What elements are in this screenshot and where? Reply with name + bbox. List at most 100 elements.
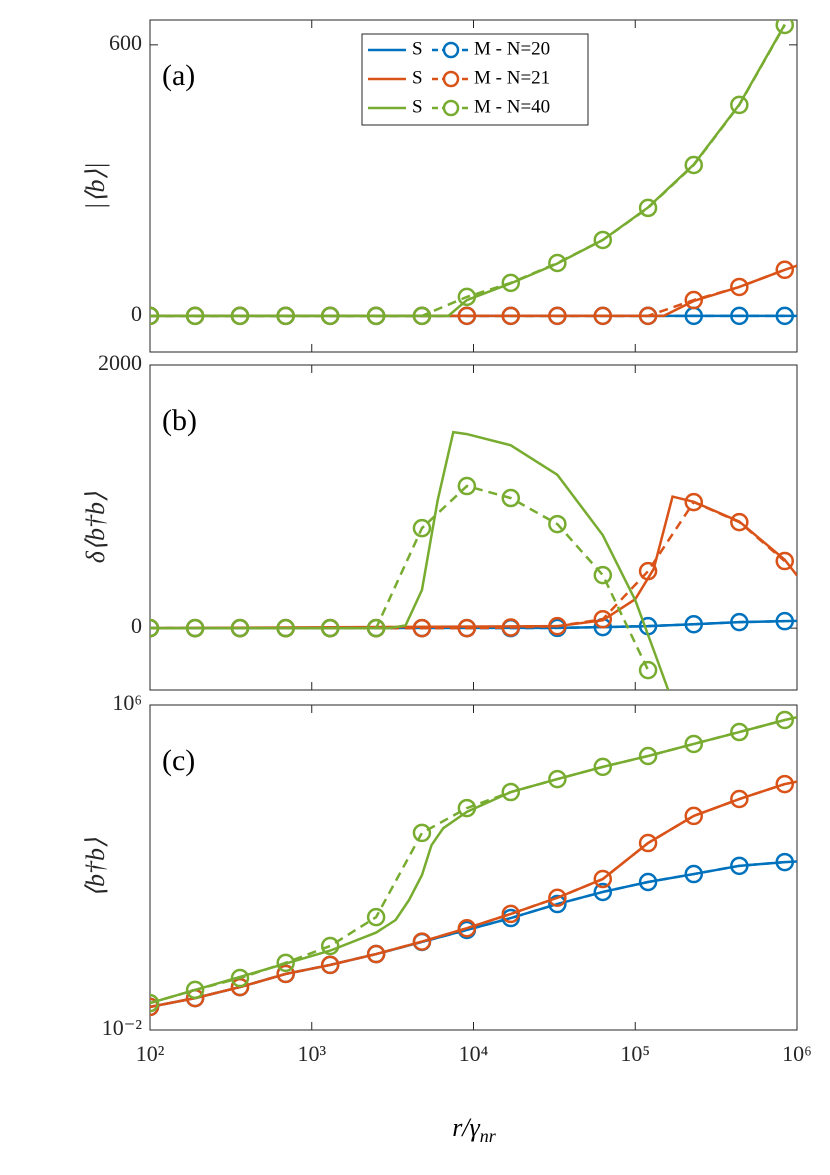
legend-label: M - N=20	[474, 38, 550, 59]
marker	[775, 260, 795, 280]
legend-label: M - N=40	[474, 96, 550, 117]
marker	[775, 551, 795, 571]
marker	[638, 746, 658, 766]
marker	[412, 823, 432, 843]
marker	[501, 488, 521, 508]
x-tick-label: 10³	[297, 1041, 326, 1066]
marker	[457, 918, 477, 938]
marker	[775, 852, 795, 872]
marker	[730, 612, 749, 632]
x-label-base: r/γ	[452, 1113, 480, 1142]
y-axis-label: ⟨b†b⟩	[81, 838, 110, 897]
marker	[684, 290, 704, 310]
series-line	[150, 23, 786, 318]
marker	[730, 277, 749, 297]
marker	[366, 306, 386, 326]
marker	[150, 306, 160, 326]
marker	[276, 964, 295, 984]
plot-area	[150, 430, 797, 690]
marker	[457, 306, 477, 326]
marker	[320, 618, 340, 638]
marker	[775, 774, 795, 794]
x-tick-label: 10⁴	[459, 1041, 489, 1066]
marker	[775, 20, 794, 35]
marker	[366, 907, 386, 927]
x-label-sub: nr	[480, 1126, 497, 1146]
marker	[412, 618, 432, 638]
marker	[684, 806, 704, 826]
marker	[185, 618, 205, 638]
marker	[684, 155, 704, 175]
plot-area	[150, 710, 797, 1017]
marker	[684, 614, 704, 634]
y-tick-label: 0	[131, 613, 142, 638]
marker	[548, 616, 567, 636]
marker	[638, 660, 658, 680]
y-tick-label: 2000	[98, 350, 142, 375]
series-line	[150, 716, 797, 1005]
marker	[638, 306, 658, 326]
marker	[775, 611, 795, 631]
marker	[593, 306, 613, 326]
marker	[548, 894, 567, 914]
marker	[775, 710, 795, 730]
marker	[548, 888, 567, 908]
marker	[593, 882, 613, 902]
marker	[501, 618, 521, 637]
marker	[276, 618, 295, 638]
marker	[150, 993, 160, 1013]
marker	[730, 512, 749, 532]
marker	[775, 306, 795, 326]
marker	[730, 306, 749, 326]
panel-label: (a)	[162, 59, 195, 92]
legend-label: M - N=21	[474, 67, 550, 88]
marker	[320, 306, 340, 326]
marker	[366, 618, 386, 638]
marker	[276, 306, 295, 326]
marker	[501, 782, 521, 802]
marker	[230, 306, 250, 326]
marker	[730, 856, 749, 876]
marker	[412, 518, 432, 538]
y-tick-label: 600	[109, 30, 142, 55]
marker	[501, 273, 521, 293]
marker	[548, 514, 567, 534]
legend-marker	[442, 70, 460, 88]
plot-area	[150, 20, 797, 326]
legend-label: S	[412, 96, 423, 117]
x-tick-label: 10²	[136, 1041, 165, 1066]
legend-label: S	[412, 67, 423, 88]
legend-label: S	[412, 38, 423, 59]
marker	[638, 561, 658, 581]
marker	[150, 618, 160, 638]
marker	[638, 872, 658, 892]
marker	[638, 833, 658, 853]
marker	[730, 722, 749, 742]
y-axis-label: |⟨b⟩|	[81, 162, 110, 210]
marker	[501, 306, 521, 326]
marker	[412, 932, 432, 951]
marker	[684, 492, 704, 512]
marker	[684, 864, 704, 884]
marker	[548, 769, 567, 789]
y-tick-label: 10⁶	[112, 690, 142, 715]
x-tick-label: 10⁵	[620, 1041, 650, 1066]
marker	[501, 904, 521, 924]
marker	[457, 476, 477, 496]
marker	[366, 944, 386, 964]
marker	[593, 565, 613, 585]
y-tick-label: 0	[131, 301, 142, 326]
marker	[593, 609, 613, 629]
panel-label: (c)	[162, 744, 195, 777]
marker	[593, 230, 613, 250]
y-tick-label: 10⁻²	[102, 1015, 143, 1040]
marker	[185, 306, 205, 326]
marker	[548, 306, 567, 326]
marker	[638, 198, 658, 218]
marker	[457, 618, 477, 638]
marker	[730, 95, 749, 115]
y-axis-label: δ⟨b†b⟩	[81, 492, 110, 563]
marker	[230, 618, 250, 638]
marker	[185, 980, 205, 1000]
